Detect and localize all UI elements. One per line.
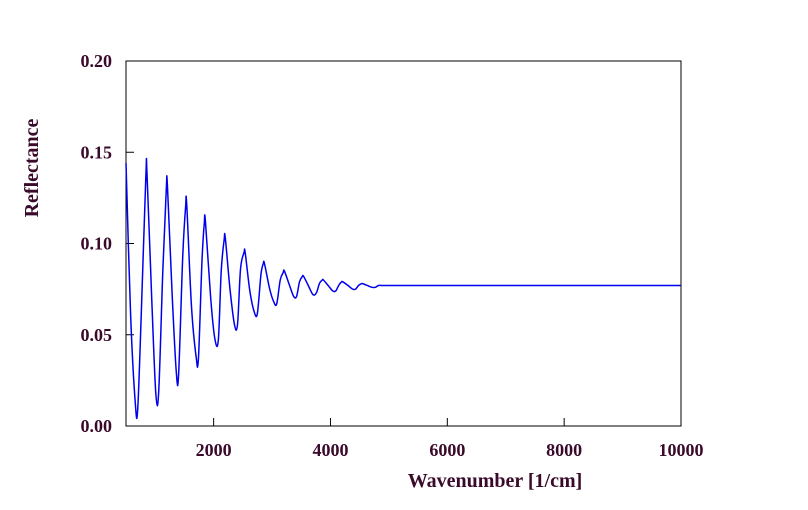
y-axis-ticks: 0.00 0.05 0.10 0.15 0.20 bbox=[81, 51, 134, 436]
reflectance-series-line bbox=[125, 157, 681, 420]
x-tick-label: 6000 bbox=[429, 440, 465, 460]
y-tick-label: 0.00 bbox=[81, 416, 113, 436]
y-tick-label: 0.20 bbox=[81, 51, 113, 71]
y-axis-label: Reflectance bbox=[21, 118, 43, 217]
y-tick-label: 0.15 bbox=[81, 142, 113, 162]
x-tick-label: 10000 bbox=[659, 440, 704, 460]
series-layer bbox=[125, 157, 681, 420]
x-tick-label: 4000 bbox=[312, 440, 348, 460]
x-tick-label: 8000 bbox=[546, 440, 582, 460]
x-axis-label: Wavenumber [1/cm] bbox=[408, 470, 583, 492]
x-tick-label: 2000 bbox=[196, 440, 232, 460]
y-tick-label: 0.05 bbox=[81, 325, 113, 345]
y-tick-label: 0.10 bbox=[81, 234, 113, 254]
x-axis-ticks: 2000 4000 6000 8000 10000 bbox=[196, 418, 704, 460]
plot-frame bbox=[125, 60, 682, 427]
